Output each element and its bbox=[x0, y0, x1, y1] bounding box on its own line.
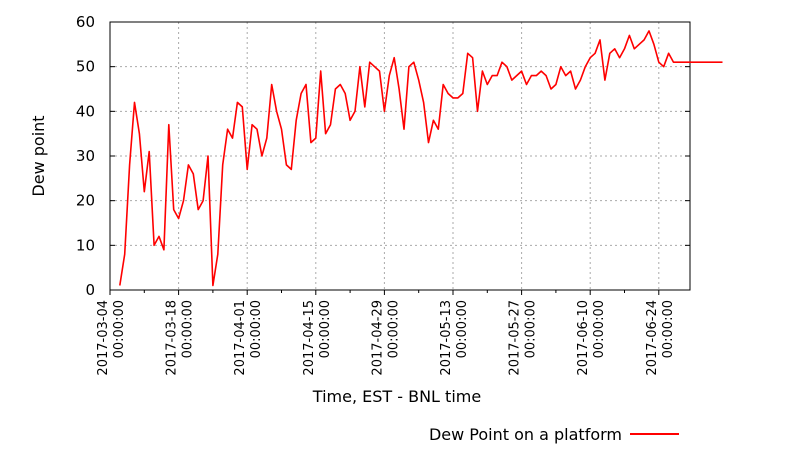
y-tick-label: 20 bbox=[76, 192, 95, 210]
legend-label: Dew Point on a platform bbox=[429, 425, 622, 444]
y-tick-label: 30 bbox=[76, 147, 95, 165]
x-tick-label: 2017-03-04 00:00:00 bbox=[96, 300, 127, 376]
x-tick-label-date: 2017-04-29 bbox=[370, 300, 385, 376]
x-tick-label-date: 2017-04-01 bbox=[233, 300, 248, 376]
y-tick-label: 40 bbox=[76, 102, 95, 120]
x-tick-label: 2017-04-01 00:00:00 bbox=[233, 300, 264, 376]
y-tick-label: 10 bbox=[76, 236, 95, 254]
x-tick-label-date: 2017-06-24 bbox=[645, 300, 660, 376]
y-axis: 0 10 20 30 40 50 60 bbox=[76, 13, 690, 299]
series-group bbox=[119, 30, 723, 287]
x-tick-label-time: 00:00:00 bbox=[386, 300, 401, 358]
x-tick-label: 2017-06-24 00:00:00 bbox=[645, 300, 676, 376]
x-tick-label-time: 00:00:00 bbox=[592, 300, 607, 358]
x-tick-label-time: 00:00:00 bbox=[318, 300, 333, 358]
x-tick-label-date: 2017-03-18 bbox=[165, 300, 180, 376]
x-tick-label: 2017-04-29 00:00:00 bbox=[370, 300, 401, 376]
y-tick-label: 0 bbox=[85, 281, 95, 299]
x-tick-label-time: 00:00:00 bbox=[181, 300, 196, 358]
x-tick-label: 2017-05-27 00:00:00 bbox=[508, 300, 539, 376]
x-tick-label-date: 2017-05-27 bbox=[508, 300, 523, 376]
x-tick-label-date: 2017-06-10 bbox=[576, 300, 591, 376]
x-tick-label-date: 2017-05-13 bbox=[439, 300, 454, 376]
y-axis-title: Dew point bbox=[29, 115, 48, 196]
x-tick-label-time: 00:00:00 bbox=[661, 300, 676, 358]
x-tick-label-time: 00:00:00 bbox=[524, 300, 539, 358]
x-axis-title: Time, EST - BNL time bbox=[312, 387, 481, 406]
x-tick-label-time: 00:00:00 bbox=[112, 300, 127, 358]
x-tick-label-time: 00:00:00 bbox=[249, 300, 264, 358]
y-tick-label: 50 bbox=[76, 58, 95, 76]
x-tick-label-date: 2017-03-04 bbox=[96, 300, 111, 376]
grid bbox=[110, 22, 690, 290]
x-axis: 2017-03-04 00:00:00 2017-03-18 00:00:00 2017… bbox=[96, 290, 676, 376]
x-tick-label-date: 2017-04-15 bbox=[302, 300, 317, 376]
x-tick-label: 2017-06-10 00:00:00 bbox=[576, 300, 607, 376]
x-tick-label: 2017-04-15 00:00:00 bbox=[302, 300, 333, 376]
series-line-0 bbox=[119, 30, 723, 287]
x-tick-label: 2017-05-13 00:00:00 bbox=[439, 300, 470, 376]
x-tick-label: 2017-03-18 00:00:00 bbox=[165, 300, 196, 376]
x-tick-label-time: 00:00:00 bbox=[455, 300, 470, 358]
y-tick-label: 60 bbox=[76, 13, 95, 31]
